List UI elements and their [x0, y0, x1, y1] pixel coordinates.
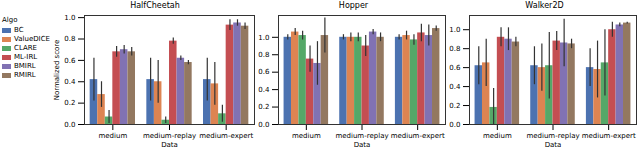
- svg-text:0.6: 0.6: [449, 64, 461, 72]
- svg-text:medium-replay: medium-replay: [143, 132, 196, 140]
- svg-text:medium-replay: medium-replay: [335, 132, 388, 140]
- html-text:Hopper: Hopper: [338, 1, 369, 10]
- html-text:ValueDICE: ValueDICE: [14, 35, 50, 43]
- html-text:Algo: Algo: [2, 16, 18, 24]
- svg-text:0.0: 0.0: [64, 121, 75, 129]
- svg-text:0.8: 0.8: [64, 35, 75, 43]
- svg-text:0.0: 0.0: [258, 121, 269, 129]
- svg-text:0.4: 0.4: [64, 78, 76, 86]
- html-text:BC: BC: [14, 26, 24, 34]
- svg-text:medium-replay: medium-replay: [526, 132, 579, 140]
- svg-text:0.6: 0.6: [258, 68, 270, 76]
- svg-text:0.2: 0.2: [64, 99, 75, 107]
- svg-text:0.8: 0.8: [449, 45, 460, 53]
- svg-text:Data: Data: [354, 141, 371, 148]
- svg-text:Normalized score: Normalized score: [53, 40, 61, 101]
- svg-text:Data: Data: [545, 141, 562, 148]
- svg-text:Data: Data: [161, 141, 178, 148]
- svg-text:0.4: 0.4: [449, 83, 461, 91]
- svg-text:medium: medium: [292, 132, 321, 140]
- svg-text:medium: medium: [98, 132, 127, 140]
- svg-text:medium-expert: medium-expert: [582, 132, 636, 140]
- html-text:ML-IRL: ML-IRL: [14, 53, 38, 61]
- svg-text:1.0: 1.0: [64, 14, 75, 22]
- html-text:BMIRL: BMIRL: [14, 62, 36, 70]
- html-text:CLARE: CLARE: [14, 44, 37, 52]
- svg-text:0.2: 0.2: [258, 103, 269, 111]
- svg-text:medium-expert: medium-expert: [391, 132, 445, 140]
- svg-text:0.4: 0.4: [258, 86, 270, 94]
- svg-text:0.8: 0.8: [258, 51, 269, 59]
- svg-text:1.0: 1.0: [258, 34, 269, 42]
- html-text:Walker2D: Walker2D: [525, 1, 564, 10]
- svg-text:0.6: 0.6: [64, 57, 76, 65]
- svg-text:0.0: 0.0: [449, 121, 460, 129]
- svg-text:medium-expert: medium-expert: [199, 132, 253, 140]
- svg-text:medium: medium: [483, 132, 512, 140]
- html-text:RMIRL: RMIRL: [14, 71, 36, 79]
- svg-text:1.0: 1.0: [449, 26, 460, 34]
- html-text:HalfCheetah: HalfCheetah: [130, 1, 180, 10]
- svg-text:0.2: 0.2: [449, 102, 460, 110]
